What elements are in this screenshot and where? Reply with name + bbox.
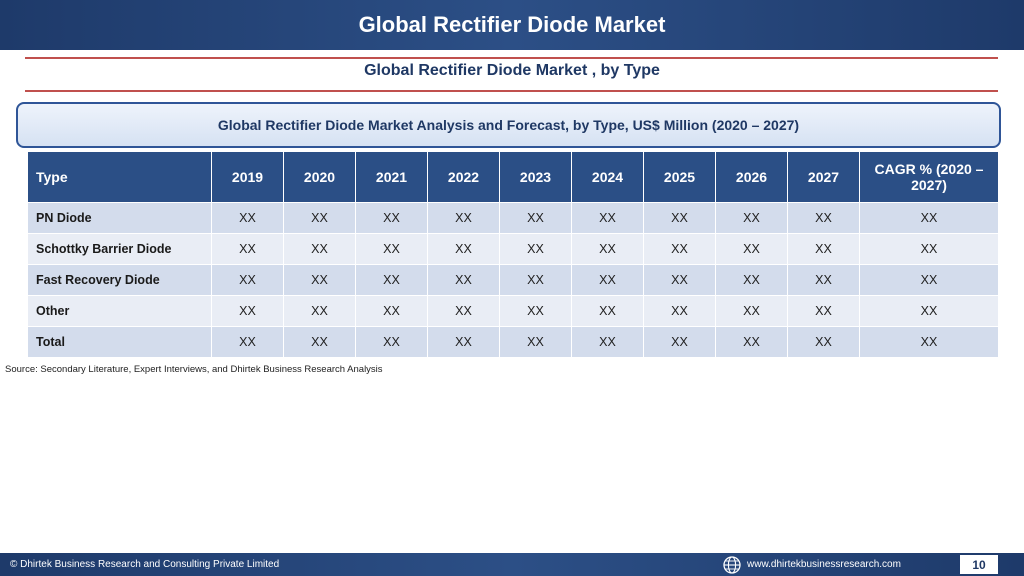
column-header-type: Type xyxy=(27,151,212,203)
footer-bar: © Dhirtek Business Research and Consulti… xyxy=(0,553,1024,576)
value-cell: XX xyxy=(427,202,500,234)
row-type-cell: Fast Recovery Diode xyxy=(27,264,212,296)
column-header-2024: 2024 xyxy=(571,151,644,203)
website-link[interactable]: www.dhirtekbusinessresearch.com xyxy=(747,559,901,570)
value-cell: XX xyxy=(499,202,572,234)
row-type-cell: Other xyxy=(27,295,212,327)
page-title: Global Rectifier Diode Market xyxy=(358,12,666,37)
table-row-total: Total XX XX XX XX XX XX XX XX XX XX xyxy=(27,326,999,358)
column-header-2025: 2025 xyxy=(643,151,716,203)
cagr-cell: XX xyxy=(859,326,999,358)
column-header-2021: 2021 xyxy=(355,151,428,203)
table-header-row: Type 2019 2020 2021 2022 2023 2024 2025 … xyxy=(27,151,999,203)
column-header-2020: 2020 xyxy=(283,151,356,203)
column-header-2027: 2027 xyxy=(787,151,860,203)
value-cell: XX xyxy=(787,295,860,327)
bottom-divider xyxy=(25,90,998,92)
page-number: 10 xyxy=(960,555,998,574)
section-subtitle: Global Rectifier Diode Market , by Type xyxy=(364,62,660,79)
value-cell: XX xyxy=(571,264,644,296)
value-cell: XX xyxy=(211,326,284,358)
copyright-text: © Dhirtek Business Research and Consulti… xyxy=(10,559,280,570)
value-cell: XX xyxy=(715,295,788,327)
column-header-2019: 2019 xyxy=(211,151,284,203)
cagr-cell: XX xyxy=(859,233,999,265)
table-row: PN Diode XX XX XX XX XX XX XX XX XX XX xyxy=(27,202,999,234)
value-cell: XX xyxy=(211,264,284,296)
value-cell: XX xyxy=(427,295,500,327)
value-cell: XX xyxy=(283,264,356,296)
value-cell: XX xyxy=(211,202,284,234)
value-cell: XX xyxy=(715,326,788,358)
value-cell: XX xyxy=(787,264,860,296)
value-cell: XX xyxy=(571,233,644,265)
row-type-cell: PN Diode xyxy=(27,202,212,234)
column-header-2023: 2023 xyxy=(499,151,572,203)
row-type-cell: Schottky Barrier Diode xyxy=(27,233,212,265)
value-cell: XX xyxy=(355,326,428,358)
value-cell: XX xyxy=(283,233,356,265)
value-cell: XX xyxy=(211,233,284,265)
value-cell: XX xyxy=(283,202,356,234)
value-cell: XX xyxy=(499,233,572,265)
column-header-2022: 2022 xyxy=(427,151,500,203)
value-cell: XX xyxy=(211,295,284,327)
value-cell: XX xyxy=(355,233,428,265)
value-cell: XX xyxy=(787,233,860,265)
cagr-cell: XX xyxy=(859,264,999,296)
column-header-cagr: CAGR % (2020 – 2027) xyxy=(859,151,999,203)
table-caption: Global Rectifier Diode Market Analysis a… xyxy=(16,102,1001,148)
value-cell: XX xyxy=(571,202,644,234)
value-cell: XX xyxy=(283,295,356,327)
column-header-2026: 2026 xyxy=(715,151,788,203)
source-note: Source: Secondary Literature, Expert Int… xyxy=(5,364,383,375)
value-cell: XX xyxy=(715,233,788,265)
cagr-cell: XX xyxy=(859,202,999,234)
value-cell: XX xyxy=(283,326,356,358)
value-cell: XX xyxy=(643,233,716,265)
top-divider xyxy=(25,57,998,59)
value-cell: XX xyxy=(499,326,572,358)
value-cell: XX xyxy=(427,326,500,358)
value-cell: XX xyxy=(499,264,572,296)
value-cell: XX xyxy=(643,326,716,358)
table-row: Schottky Barrier Diode XX XX XX XX XX XX… xyxy=(27,233,999,265)
row-type-cell: Total xyxy=(27,326,212,358)
value-cell: XX xyxy=(643,202,716,234)
value-cell: XX xyxy=(571,295,644,327)
market-table: Type 2019 2020 2021 2022 2023 2024 2025 … xyxy=(27,151,999,358)
value-cell: XX xyxy=(355,202,428,234)
table-row: Fast Recovery Diode XX XX XX XX XX XX XX… xyxy=(27,264,999,296)
value-cell: XX xyxy=(715,202,788,234)
value-cell: XX xyxy=(355,264,428,296)
value-cell: XX xyxy=(499,295,572,327)
value-cell: XX xyxy=(787,326,860,358)
value-cell: XX xyxy=(643,264,716,296)
value-cell: XX xyxy=(643,295,716,327)
value-cell: XX xyxy=(427,233,500,265)
cagr-cell: XX xyxy=(859,295,999,327)
header-bar: Global Rectifier Diode Market xyxy=(0,0,1024,50)
value-cell: XX xyxy=(427,264,500,296)
value-cell: XX xyxy=(571,326,644,358)
table-caption-text: Global Rectifier Diode Market Analysis a… xyxy=(217,117,800,133)
globe-icon xyxy=(723,556,741,574)
table-row: Other XX XX XX XX XX XX XX XX XX XX xyxy=(27,295,999,327)
value-cell: XX xyxy=(355,295,428,327)
value-cell: XX xyxy=(787,202,860,234)
value-cell: XX xyxy=(715,264,788,296)
